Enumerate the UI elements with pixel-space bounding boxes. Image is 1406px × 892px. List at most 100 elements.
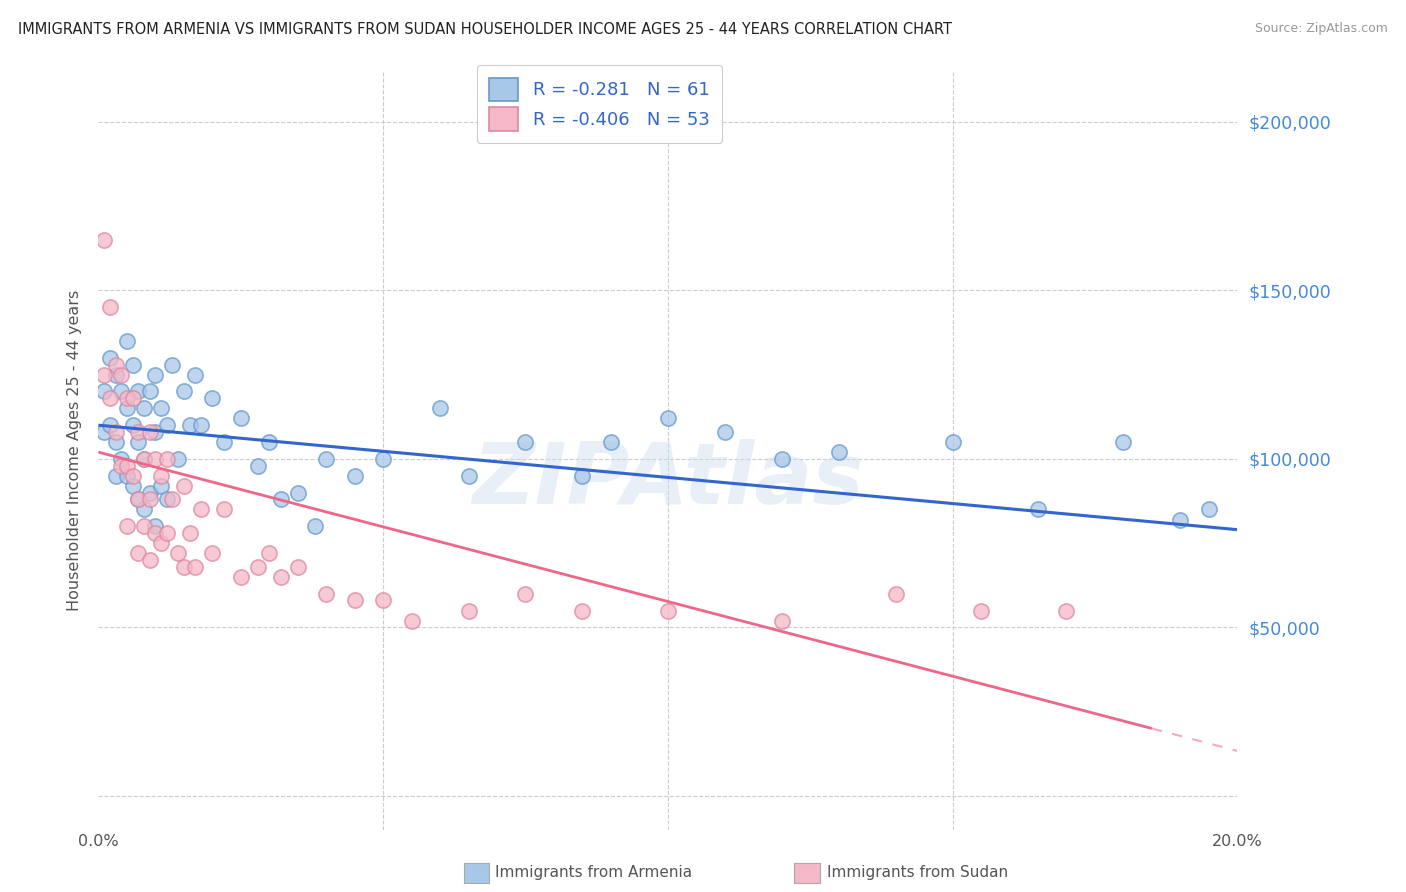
Point: [246, 559, 269, 574]
Point: [93, 233, 115, 247]
Point: [179, 418, 201, 433]
Point: [110, 368, 132, 382]
Point: [132, 502, 155, 516]
Point: [150, 479, 173, 493]
Point: [104, 468, 127, 483]
Point: [229, 411, 252, 425]
Point: [156, 526, 179, 541]
Point: [173, 384, 195, 399]
Point: [145, 368, 167, 382]
Point: [138, 553, 160, 567]
Point: [162, 358, 184, 372]
Point: [138, 384, 160, 399]
Point: [173, 559, 195, 574]
Point: [457, 603, 479, 617]
Text: Source: ZipAtlas.com: Source: ZipAtlas.com: [1254, 22, 1388, 36]
Point: [429, 401, 451, 416]
Point: [110, 384, 132, 399]
Point: [150, 468, 173, 483]
Text: Immigrants from Armenia: Immigrants from Armenia: [495, 865, 692, 880]
Point: [315, 587, 337, 601]
Point: [884, 587, 907, 601]
Point: [127, 492, 149, 507]
Point: [98, 418, 121, 433]
Point: [145, 519, 167, 533]
Point: [770, 614, 793, 628]
Point: [110, 458, 132, 473]
Point: [98, 351, 121, 365]
Point: [179, 526, 201, 541]
Point: [246, 458, 269, 473]
Point: [150, 401, 173, 416]
Point: [115, 458, 138, 473]
Point: [343, 593, 366, 607]
Point: [150, 536, 173, 550]
Point: [184, 559, 207, 574]
Point: [98, 391, 121, 405]
Point: [115, 401, 138, 416]
Point: [110, 451, 132, 466]
Point: [121, 391, 143, 405]
Point: [132, 401, 155, 416]
Point: [121, 468, 143, 483]
Point: [132, 519, 155, 533]
Point: [515, 435, 537, 450]
Point: [315, 451, 337, 466]
Point: [121, 479, 143, 493]
Point: [127, 435, 149, 450]
Point: [457, 468, 479, 483]
Point: [98, 300, 121, 314]
Point: [571, 468, 593, 483]
Point: [156, 451, 179, 466]
Point: [127, 384, 149, 399]
Point: [190, 418, 212, 433]
Point: [770, 451, 793, 466]
Point: [127, 425, 149, 439]
Point: [373, 593, 395, 607]
Point: [184, 368, 207, 382]
Point: [201, 391, 224, 405]
Point: [104, 425, 127, 439]
Point: [714, 425, 737, 439]
Point: [138, 485, 160, 500]
Point: [212, 502, 235, 516]
Point: [145, 451, 167, 466]
Point: [304, 519, 326, 533]
Point: [259, 435, 281, 450]
Legend: R = -0.281   N = 61, R = -0.406   N = 53: R = -0.281 N = 61, R = -0.406 N = 53: [477, 65, 723, 144]
Point: [93, 384, 115, 399]
Y-axis label: Householder Income Ages 25 - 44 years: Householder Income Ages 25 - 44 years: [67, 290, 83, 611]
Text: IMMIGRANTS FROM ARMENIA VS IMMIGRANTS FROM SUDAN HOUSEHOLDER INCOME AGES 25 - 44: IMMIGRANTS FROM ARMENIA VS IMMIGRANTS FR…: [18, 22, 952, 37]
Point: [970, 603, 993, 617]
Point: [156, 418, 179, 433]
Point: [373, 451, 395, 466]
Point: [1056, 603, 1078, 617]
Point: [212, 435, 235, 450]
Point: [115, 468, 138, 483]
Point: [270, 492, 292, 507]
Point: [287, 559, 309, 574]
Point: [162, 492, 184, 507]
Point: [145, 526, 167, 541]
Point: [173, 479, 195, 493]
Point: [201, 546, 224, 560]
Point: [401, 614, 423, 628]
Point: [270, 570, 292, 584]
Point: [132, 451, 155, 466]
Point: [515, 587, 537, 601]
Point: [657, 603, 679, 617]
Point: [1170, 512, 1192, 526]
Point: [942, 435, 965, 450]
Point: [121, 418, 143, 433]
Point: [132, 451, 155, 466]
Point: [138, 425, 160, 439]
Point: [127, 546, 149, 560]
Point: [104, 435, 127, 450]
Point: [571, 603, 593, 617]
Point: [828, 445, 851, 459]
Point: [229, 570, 252, 584]
Point: [657, 411, 679, 425]
Point: [115, 519, 138, 533]
Point: [93, 368, 115, 382]
Point: [115, 391, 138, 405]
